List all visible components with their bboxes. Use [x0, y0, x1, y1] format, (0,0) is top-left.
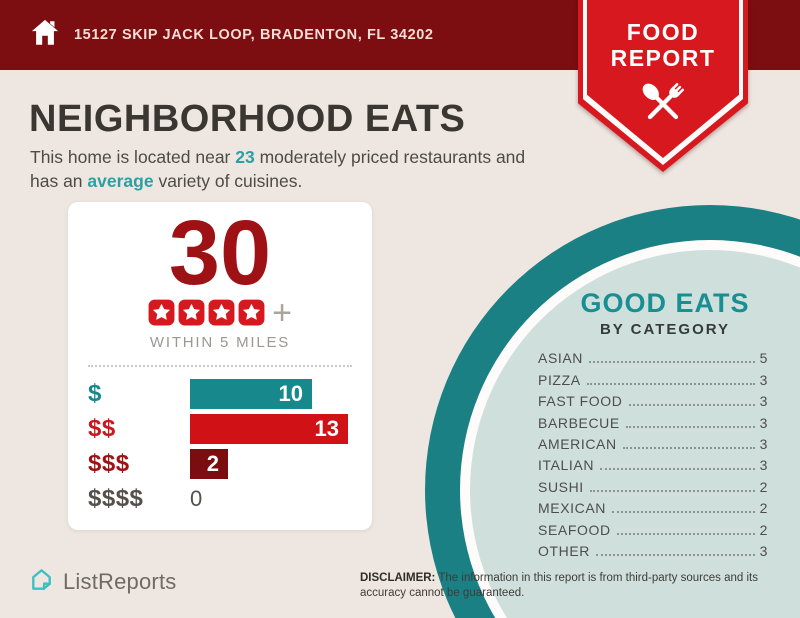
property-address: 15127 SKIP JACK LOOP, BRADENTON, FL 3420… — [74, 27, 434, 43]
category-count: 3 — [759, 435, 768, 452]
category-row: ITALIAN 3 — [538, 452, 768, 473]
bar-value: 2 — [206, 450, 219, 476]
category-name: ASIAN — [538, 350, 584, 367]
plus-icon: + — [272, 293, 292, 332]
category-name: FAST FOOD — [538, 393, 623, 410]
star-rating-row: + — [68, 293, 372, 332]
variety-highlight: average — [87, 170, 154, 191]
category-row: BARBECUE 3 — [538, 409, 768, 431]
dotted-leader — [600, 468, 755, 471]
category-row: OTHER 3 — [538, 538, 768, 559]
bar-track: 13 — [190, 413, 348, 444]
total-restaurant-count: 30 — [168, 202, 272, 304]
good-eats-heading: GOOD EATS BY CATEGORY — [520, 288, 800, 338]
bar-track: 2 — [190, 448, 348, 479]
subtitle-text-2: moderately priced restaurants and has an — [30, 147, 526, 191]
disclaimer-label: DISCLAIMER: — [360, 572, 436, 584]
category-count-list: ASIAN 5 PIZZA 3 FAST FOOD 3 BARBECUE 3 AMERICAN 3… — [538, 345, 768, 559]
dotted-leader — [589, 361, 755, 364]
category-row: PIZZA 3 — [538, 366, 768, 388]
price-tier-label: $$ — [88, 414, 116, 442]
category-count: 3 — [759, 457, 768, 474]
listreports-wordmark: ListReports — [63, 569, 177, 594]
price-row: $$$ 2 — [88, 448, 348, 479]
disclaimer-text: The information in this report is from t… — [360, 572, 758, 600]
dotted-divider — [88, 364, 352, 367]
category-count: 2 — [759, 478, 768, 495]
bar-value-zero: 0 — [190, 485, 203, 511]
bar: 13 — [190, 413, 348, 444]
price-tier-label: $$$ — [88, 449, 130, 477]
ribbon-content: FOOD REPORT — [578, 0, 748, 172]
price-tier-label: $ — [88, 379, 102, 407]
home-icon — [30, 18, 60, 52]
price-level-bar-chart: $10 $$ 13 $$$ 2 $$$$ 0 — [88, 378, 348, 514]
listreports-logo-icon — [28, 566, 55, 598]
category-count: 3 — [759, 393, 768, 410]
good-eats-title: GOOD EATS — [580, 288, 750, 318]
category-row: ASIAN 5 — [538, 345, 768, 366]
category-name: AMERICAN — [538, 435, 617, 452]
category-name: PIZZA — [538, 371, 581, 388]
bar-value: 13 — [314, 415, 339, 441]
category-name: SUSHI — [538, 478, 584, 495]
restaurant-summary-card: 30 + WITHIN 5 MILES $10 $$ 13 $$$ 2 $$$$ 0 — [68, 202, 372, 530]
category-row: FAST FOOD 3 — [538, 388, 768, 409]
subtitle-text-3: variety of cuisines. — [153, 170, 303, 191]
category-count: 2 — [759, 521, 768, 538]
summary-sentence: This home is located near 23 moderately … — [30, 146, 555, 193]
bar: 2 — [190, 448, 228, 479]
category-row: SEAFOOD 2 — [538, 516, 768, 538]
category-row: MEXICAN 2 — [538, 495, 768, 516]
dotted-leader — [628, 404, 755, 407]
dotted-leader — [622, 446, 755, 449]
price-tier-label: $$$$ — [88, 484, 144, 512]
category-row: SUSHI 2 — [538, 473, 768, 495]
dotted-leader — [625, 425, 755, 428]
dotted-leader — [612, 511, 755, 514]
dotted-leader — [616, 532, 755, 535]
bar: 10 — [190, 378, 312, 409]
subtitle-text-1: This home is located near — [30, 147, 236, 167]
star-icon — [148, 299, 175, 326]
crossed-spoon-fork-icon — [578, 76, 748, 137]
category-name: ITALIAN — [538, 457, 595, 474]
price-row: $10 — [88, 378, 348, 409]
dotted-leader — [596, 553, 755, 556]
star-rating — [148, 299, 265, 326]
listreports-brand: ListReports — [28, 566, 176, 598]
bar-track: 0 — [190, 484, 348, 514]
dotted-leader — [589, 489, 755, 492]
category-count: 3 — [759, 542, 768, 559]
restaurant-count-highlight: 23 — [235, 147, 255, 167]
category-name: SEAFOOD — [538, 521, 611, 538]
food-report-ribbon: FOOD REPORT — [578, 0, 748, 172]
category-row: AMERICAN 3 — [538, 431, 768, 452]
good-eats-subtitle: BY CATEGORY — [599, 321, 731, 338]
bar-track: 10 — [190, 378, 348, 409]
category-count: 3 — [759, 414, 768, 431]
radius-label: WITHIN 5 MILES — [149, 333, 291, 351]
star-icon — [178, 299, 205, 326]
category-count: 2 — [759, 500, 768, 517]
category-name: BARBECUE — [538, 414, 620, 431]
category-count: 3 — [759, 371, 768, 388]
disclaimer: DISCLAIMER: The information in this repo… — [360, 571, 780, 601]
ribbon-title-line1: FOOD — [626, 19, 700, 45]
category-count: 5 — [759, 350, 768, 367]
bar-value: 10 — [278, 380, 303, 406]
price-row: $$$$ 0 — [88, 484, 348, 514]
category-name: OTHER — [538, 542, 590, 559]
price-row: $$ 13 — [88, 413, 348, 444]
star-icon — [208, 299, 235, 326]
star-icon — [238, 299, 265, 326]
dotted-leader — [586, 382, 755, 385]
ribbon-title-line2: REPORT — [610, 45, 716, 72]
category-name: MEXICAN — [538, 500, 606, 517]
page-title: NEIGHBORHOOD EATS — [29, 98, 466, 140]
